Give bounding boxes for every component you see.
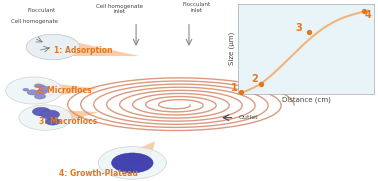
Text: Outlet: Outlet — [238, 115, 258, 120]
Point — [238, 91, 244, 94]
Polygon shape — [33, 81, 98, 100]
X-axis label: Distance (cm): Distance (cm) — [282, 97, 331, 103]
Circle shape — [41, 110, 59, 119]
Point — [307, 31, 313, 33]
Circle shape — [27, 90, 38, 95]
Circle shape — [112, 153, 153, 173]
Text: Flocculant
inlet: Flocculant inlet — [183, 2, 211, 13]
Circle shape — [39, 85, 45, 88]
Text: 1: Adsorption: 1: Adsorption — [54, 46, 113, 55]
Circle shape — [37, 89, 48, 94]
Text: 4: 4 — [364, 10, 371, 20]
Polygon shape — [42, 109, 98, 127]
Text: 3: 3 — [296, 23, 302, 33]
Point — [361, 9, 367, 12]
Circle shape — [26, 34, 79, 60]
Circle shape — [26, 34, 79, 60]
Text: Flocculant: Flocculant — [28, 8, 56, 13]
Text: 2: 2 — [252, 74, 259, 85]
Text: 1: 1 — [231, 83, 238, 93]
Circle shape — [23, 88, 29, 91]
Circle shape — [39, 86, 49, 91]
Text: Cell homogenate
inlet: Cell homogenate inlet — [96, 4, 143, 14]
Circle shape — [19, 105, 72, 130]
Point — [259, 82, 265, 85]
Circle shape — [98, 147, 166, 179]
Polygon shape — [115, 141, 155, 167]
Circle shape — [33, 107, 51, 116]
Text: 2: Microflocs: 2: Microflocs — [36, 86, 92, 95]
Circle shape — [34, 94, 46, 99]
Text: 3: Macroflocs: 3: Macroflocs — [39, 117, 97, 126]
Circle shape — [45, 118, 60, 125]
Y-axis label: Size (μm): Size (μm) — [229, 32, 235, 66]
Circle shape — [6, 77, 62, 104]
Circle shape — [34, 84, 42, 88]
Text: Cell homogenate: Cell homogenate — [11, 18, 57, 24]
Polygon shape — [49, 38, 140, 56]
Text: 4: Growth-Plateau: 4: Growth-Plateau — [59, 169, 138, 178]
